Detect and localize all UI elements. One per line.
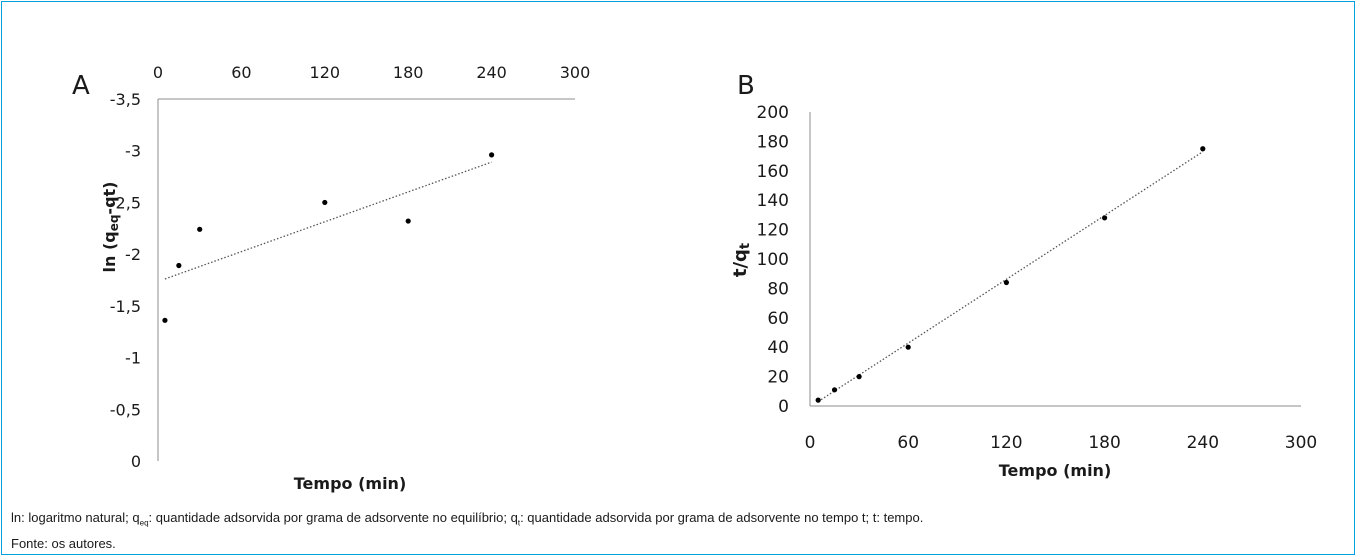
- chart-panel-b: B 0 60 120 180 240 300 0 20 40 60 80 100 120 140 160 1…: [730, 71, 1317, 480]
- x-tick-label: 0: [153, 63, 163, 82]
- x-tick-label: 60: [897, 433, 919, 453]
- panel-a-letter: A: [72, 71, 90, 101]
- caption-legend-line: ln: logaritmo natural; qeq: quantidade a…: [11, 510, 924, 528]
- data-point: [176, 262, 182, 269]
- panel-a-y-label: ln (qeq-qt): [100, 181, 121, 272]
- x-tick-label: 180: [1088, 433, 1120, 453]
- y-tick-label: -1,5: [110, 297, 141, 316]
- data-point: [489, 152, 495, 158]
- x-tick-label: 240: [476, 63, 507, 82]
- y-tick-label: -2: [125, 245, 141, 264]
- data-point: [1200, 146, 1206, 152]
- y-tick-label: -3: [125, 142, 141, 161]
- y-tick-label: 0: [778, 397, 789, 417]
- panel-b-letter: B: [737, 71, 755, 101]
- data-point: [815, 397, 821, 403]
- x-tick-label: 120: [310, 63, 341, 82]
- y-tick-label: -1: [125, 349, 141, 368]
- x-tick-label: 120: [990, 433, 1022, 453]
- y-tick-label: 180: [757, 132, 789, 152]
- y-tick-label: 120: [757, 221, 789, 241]
- panel-b-trendline: [817, 151, 1204, 403]
- y-tick-label: -3,5: [110, 90, 141, 109]
- data-point: [1102, 215, 1108, 221]
- y-tick-label: 200: [757, 103, 789, 123]
- data-point: [322, 199, 328, 206]
- x-tick-label: 300: [560, 63, 591, 82]
- caption-source-line: Fonte: os autores.: [11, 535, 116, 551]
- figure-caption: ln: logaritmo natural; qeq: quantidade a…: [11, 508, 1341, 554]
- data-point: [856, 374, 862, 380]
- panel-b-x-label: Tempo (min): [999, 461, 1112, 480]
- panel-b-y-label: t/qt: [730, 243, 753, 277]
- x-tick-label: 60: [231, 63, 251, 82]
- x-tick-label: 180: [393, 63, 424, 82]
- data-point: [162, 317, 168, 323]
- x-tick-label: 240: [1187, 433, 1219, 453]
- y-tick-label: 80: [767, 279, 789, 299]
- y-tick-label: 60: [767, 309, 789, 329]
- data-point: [197, 226, 203, 232]
- y-tick-label: -0,5: [110, 400, 141, 419]
- data-point: [405, 218, 411, 224]
- x-tick-label: 0: [805, 433, 816, 453]
- y-tick-label: 0: [131, 452, 141, 471]
- x-tick-label: 300: [1285, 433, 1317, 453]
- data-point: [831, 387, 838, 393]
- y-tick-label: 140: [757, 191, 789, 211]
- data-point: [1003, 279, 1010, 286]
- chart-panel-a: A 0 60 120 180 240 300 0 -0,5 -1 -1,5 -2 -2,5 -3 -3,…: [72, 63, 590, 493]
- y-tick-label: 20: [767, 368, 789, 388]
- data-point: [905, 344, 911, 350]
- figure-canvas: A 0 60 120 180 240 300 0 -0,5 -1 -1,5 -2 -2,5 -3 -3,…: [72, 63, 1317, 493]
- y-tick-label: -2,5: [110, 193, 141, 212]
- y-tick-label: 40: [767, 338, 789, 358]
- y-tick-label: 100: [757, 250, 789, 270]
- y-tick-label: 160: [757, 162, 789, 182]
- panel-a-x-label: Tempo (min): [294, 474, 407, 493]
- panel-a-trendline: [164, 161, 492, 280]
